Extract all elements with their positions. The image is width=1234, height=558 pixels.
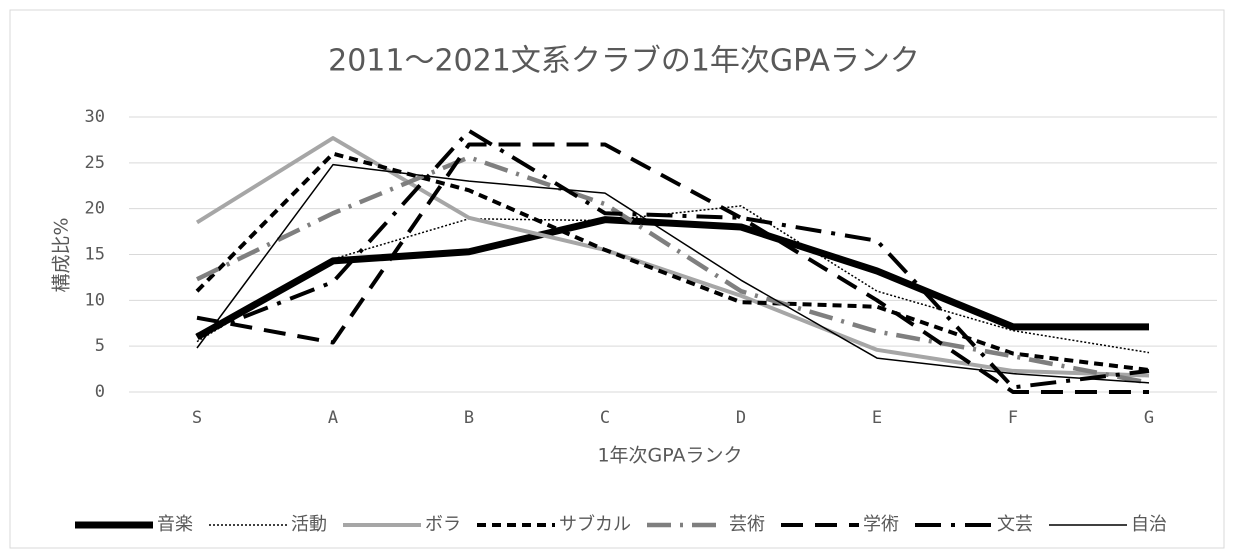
x-tick-label: E (872, 408, 882, 428)
x-tick-label: B (464, 408, 474, 428)
x-axis-label: 1年次GPAランク (597, 445, 742, 467)
series-line (196, 155, 1150, 386)
y-tick-label: 10 (85, 290, 105, 310)
legend-label: 自治 (1131, 514, 1167, 535)
x-tick-label: A (328, 408, 338, 428)
x-tick-label: F (1008, 408, 1018, 428)
chart-title: 2011～2021文系クラブの1年次GPAランク (328, 44, 920, 79)
chart-border (9, 9, 1225, 549)
series-line (196, 205, 1150, 354)
legend-label: ボラ (425, 514, 461, 535)
series-line (195, 216, 1149, 341)
series-line (195, 136, 1150, 378)
y-tick-label: 25 (85, 153, 105, 173)
x-tick-label: S (192, 408, 202, 428)
y-tick-label: 30 (85, 107, 105, 127)
series-line (196, 163, 1150, 384)
series-line (195, 151, 1150, 372)
x-tick-label: C (600, 408, 610, 428)
legend-label: 活動 (291, 514, 327, 535)
y-tick-label: 20 (85, 199, 105, 219)
legend-label: 芸術 (729, 514, 765, 535)
y-tick-label: 15 (85, 245, 105, 265)
y-axis-label: 構成比% (51, 217, 73, 292)
series-line (196, 142, 1149, 394)
legend-label: 音楽 (157, 514, 193, 535)
legend-label: サブカル (559, 513, 631, 535)
y-tick-label: 5 (95, 336, 105, 356)
legend-label: 文芸 (997, 514, 1033, 535)
x-tick-label: D (736, 408, 746, 428)
y-tick-label: 0 (95, 382, 105, 402)
x-tick-label: G (1144, 408, 1154, 428)
legend-label: 学術 (863, 514, 899, 535)
